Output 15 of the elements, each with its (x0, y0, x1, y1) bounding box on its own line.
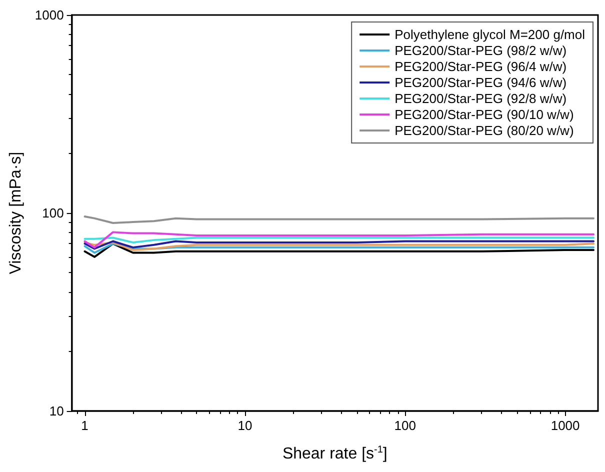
legend-label: PEG200/Star-PEG (98/2 w/w) (394, 43, 567, 58)
y-tick-label: 100 (42, 206, 64, 220)
legend-label: PEG200/Star-PEG (92/8 w/w) (394, 91, 567, 106)
x-tick-label: 10 (238, 418, 252, 433)
legend-label: Polyethylene glycol M=200 g/mol (394, 27, 586, 42)
legend-label: PEG200/Star-PEG (80/20 w/w) (394, 123, 574, 138)
legend-label: PEG200/Star-PEG (94/6 w/w) (394, 75, 567, 90)
y-tick-label: 10 (49, 404, 64, 418)
x-tick-label: 1000 (550, 418, 580, 433)
legend-label: PEG200/Star-PEG (96/4 w/w) (394, 59, 567, 74)
y-tick-label: 1000 (34, 8, 64, 22)
legend-label: PEG200/Star-PEG (90/10 w/w) (394, 107, 574, 122)
x-tick-label: 1 (81, 418, 88, 433)
y-axis-title: Viscosity [mPa·s] (8, 152, 24, 274)
x-tick-label: 100 (394, 418, 416, 433)
